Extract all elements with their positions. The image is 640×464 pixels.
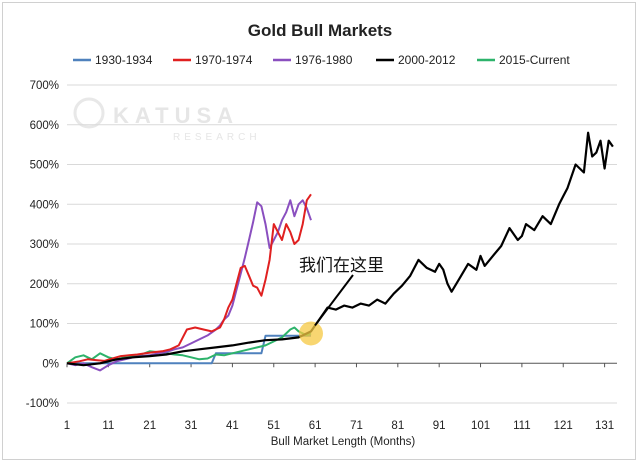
watermark-logo-icon bbox=[73, 97, 105, 129]
y-tick-label: 300% bbox=[30, 239, 59, 251]
y-tick-label: 200% bbox=[30, 279, 59, 291]
x-tick-label: 81 bbox=[391, 420, 404, 432]
series-line-1970-1974 bbox=[66, 193, 312, 365]
annotation-text: 我们在这里 bbox=[299, 256, 384, 275]
series-line-2000-2012 bbox=[66, 131, 614, 367]
watermark-brand: KATUSA bbox=[113, 103, 239, 128]
gridlines bbox=[67, 84, 617, 404]
x-tick-label: 121 bbox=[554, 420, 573, 432]
watermark: KATUSA RESEARCH bbox=[73, 97, 261, 143]
x-tick-label: 91 bbox=[433, 420, 446, 432]
legend-label: 2015-Current bbox=[499, 53, 570, 67]
chart-title: Gold Bull Markets bbox=[248, 21, 393, 40]
y-tick-label: -100% bbox=[26, 398, 59, 410]
x-axis-ticks: 1 11 21 31 41 51 61 71 81 91 101 111 121 131 bbox=[64, 363, 614, 432]
x-tick-label: 71 bbox=[350, 420, 363, 432]
x-axis-title: Bull Market Length (Months) bbox=[271, 436, 416, 448]
annotation-arrow bbox=[314, 274, 354, 327]
line-chart: Gold Bull Markets 1930-1934 1970-1974 1976… bbox=[26, 21, 617, 448]
y-tick-label: 600% bbox=[30, 120, 59, 132]
chart-frame: Gold Bull Markets 1930-1934 1970-1974 1976… bbox=[2, 2, 636, 460]
y-tick-label: 0% bbox=[42, 358, 59, 370]
x-tick-label: 21 bbox=[143, 420, 156, 432]
series-line-1976-1980 bbox=[66, 199, 312, 372]
y-tick-label: 700% bbox=[30, 80, 59, 92]
watermark-sub: RESEARCH bbox=[173, 132, 261, 143]
series-group bbox=[66, 131, 614, 372]
y-tick-label: 100% bbox=[30, 319, 59, 331]
legend-label: 1970-1974 bbox=[195, 53, 253, 67]
y-axis-ticks: -100% 0% 100% 200% 300% 400% 500% 600% 700% bbox=[26, 80, 59, 410]
highlight-marker bbox=[298, 321, 323, 346]
legend-label: 2000-2012 bbox=[398, 53, 456, 67]
x-tick-label: 1 bbox=[64, 420, 70, 432]
series-line-1930-1934 bbox=[67, 334, 311, 365]
x-tick-label: 111 bbox=[513, 420, 530, 432]
legend-label: 1976-1980 bbox=[295, 53, 353, 67]
x-tick-label: 11 bbox=[102, 420, 114, 432]
legend: 1930-1934 1970-1974 1976-1980 2000-2012 2015… bbox=[73, 53, 570, 67]
legend-label: 1930-1934 bbox=[95, 53, 153, 67]
x-tick-label: 61 bbox=[309, 420, 322, 432]
y-tick-label: 500% bbox=[30, 160, 59, 172]
x-tick-label: 131 bbox=[595, 420, 614, 432]
y-tick-label: 400% bbox=[30, 199, 59, 211]
x-tick-label: 101 bbox=[471, 420, 490, 432]
annotation: 我们在这里 bbox=[298, 256, 384, 346]
x-tick-label: 51 bbox=[267, 420, 280, 432]
x-tick-label: 31 bbox=[185, 420, 198, 432]
x-tick-label: 41 bbox=[226, 420, 239, 432]
